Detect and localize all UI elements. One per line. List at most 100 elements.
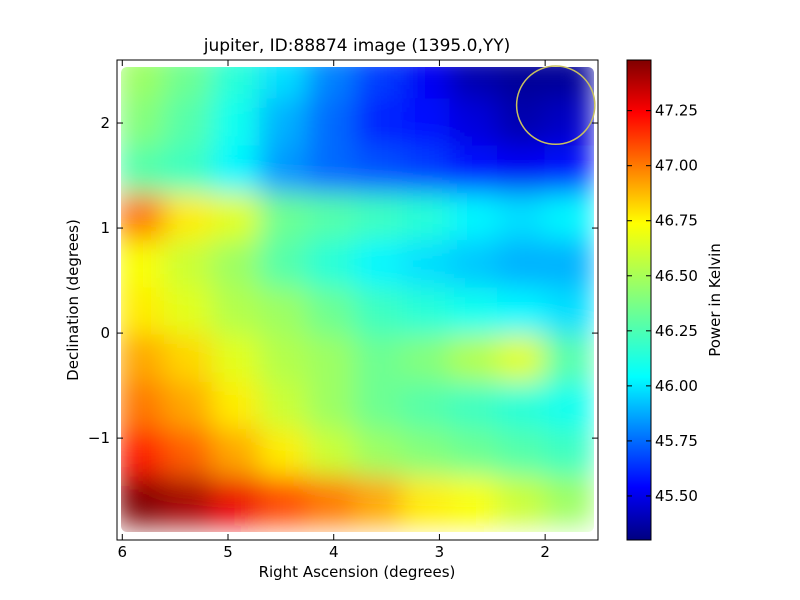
heatmap-cell (164, 67, 214, 101)
heatmap-cell (164, 429, 214, 479)
heatmap-cell (121, 192, 167, 243)
heatmap-cell (497, 381, 547, 432)
heatmap-cell (211, 381, 262, 432)
heatmap-cell (497, 287, 547, 337)
heatmap-cell (401, 334, 452, 384)
x-tick-label: 2 (540, 543, 550, 561)
x-axis-label: Right Ascension (degrees) (259, 563, 456, 581)
x-tick-label: 3 (435, 543, 445, 561)
colorbar-tick-label: 47.00 (655, 157, 698, 175)
heatmap-cell (544, 381, 594, 432)
y-tick-label: 2 (100, 114, 110, 132)
heatmap-cell (259, 240, 309, 290)
plot-frame (116, 59, 599, 541)
heatmap-cell (449, 381, 500, 432)
heatmap-cell (401, 240, 452, 290)
heatmap-cell (544, 192, 594, 243)
heatmap-cell (354, 476, 404, 526)
heatmap-cell (401, 98, 452, 148)
x-ticks: 6 5 4 3 2 (118, 60, 550, 561)
y-tick-label: 1 (100, 219, 110, 237)
heatmap-cell (354, 240, 404, 290)
y-ticks: 2 1 0 −1 (88, 114, 598, 447)
heatmap-cell (306, 145, 357, 195)
heatmap-cell (497, 476, 547, 526)
heatmap-cell (121, 240, 167, 290)
colorbar-tick-label: 45.50 (655, 487, 698, 505)
heatmap-cell (211, 98, 262, 148)
heatmap-cell (259, 476, 309, 526)
heatmap-cell (544, 476, 594, 526)
heatmap-cell (306, 98, 357, 148)
heatmap-cell (121, 429, 167, 479)
heatmap-cell (497, 98, 547, 148)
heatmap-cell (211, 429, 262, 479)
heatmap-cell (259, 287, 309, 337)
x-tick-label: 4 (329, 543, 339, 561)
heatmap-cell (121, 98, 167, 148)
heatmap-cell (306, 240, 357, 290)
heatmap-cell (164, 287, 214, 337)
heatmap-cell (401, 429, 452, 479)
heatmap-cell (211, 287, 262, 337)
chart-title: jupiter, ID:88874 image (1395.0,YY) (203, 36, 511, 56)
heatmap-cell (449, 145, 500, 195)
heatmap-cell (449, 429, 500, 479)
heatmap-cell (449, 334, 500, 384)
heatmap-layer (121, 67, 594, 526)
heatmap-cell (306, 429, 357, 479)
heatmap-cell (497, 240, 547, 290)
heatmap-cell (544, 67, 594, 101)
colorbar-label: Power in Kelvin (706, 243, 724, 357)
x-tick-label: 5 (223, 543, 233, 561)
heatmap-cell (544, 334, 594, 384)
heatmap-cell (449, 287, 500, 337)
heatmap-cell (259, 67, 309, 101)
heatmap-cell (164, 192, 214, 243)
heatmap-cell (354, 287, 404, 337)
heatmap-cell (354, 429, 404, 479)
heatmap-cell (354, 145, 404, 195)
y-tick-label: −1 (88, 429, 110, 447)
heatmap-cell (354, 381, 404, 432)
heatmap-cell (544, 287, 594, 337)
colorbar (626, 59, 652, 541)
colorbar-tick-label: 45.75 (655, 432, 698, 450)
heatmap-cell (497, 429, 547, 479)
heatmap-cell (401, 67, 452, 101)
heatmap-cell (211, 145, 262, 195)
heatmap-cell (306, 334, 357, 384)
heatmap-cell (211, 240, 262, 290)
heatmap-cell (259, 192, 309, 243)
heatmap-cell (121, 381, 167, 432)
y-tick-label: 0 (100, 324, 110, 342)
y-axis-label: Declination (degrees) (64, 219, 82, 381)
x-tick-label: 6 (118, 543, 128, 561)
heatmap-cell (121, 476, 167, 526)
heatmap-cell (497, 192, 547, 243)
heatmap-cell (164, 98, 214, 148)
heatmap-cell (164, 381, 214, 432)
colorbar-tick-label: 46.25 (655, 322, 698, 340)
heatmap-cell (121, 145, 167, 195)
heatmap-cell (449, 476, 500, 526)
heatmap-cell (354, 98, 404, 148)
heatmap-cell (449, 192, 500, 243)
heatmap-cell (497, 145, 547, 195)
heatmap-cell (306, 381, 357, 432)
heatmap-cell (544, 145, 594, 195)
colorbar-ticks: 45.50 45.75 46.00 46.25 46.50 46.75 47.00 47.25 (627, 102, 698, 505)
heatmap-cell (164, 476, 214, 526)
heatmap-cell (544, 98, 594, 148)
heatmap-cell (497, 334, 547, 384)
heatmap-cell (211, 476, 262, 526)
heatmap-cell (211, 192, 262, 243)
heatmap-cell (306, 476, 357, 526)
heatmap-cell (401, 381, 452, 432)
source-circle (515, 65, 596, 146)
heatmap-cell (306, 192, 357, 243)
heatmap-cell (121, 67, 167, 101)
heatmap-cell (354, 67, 404, 101)
heatmap-cell (211, 334, 262, 384)
